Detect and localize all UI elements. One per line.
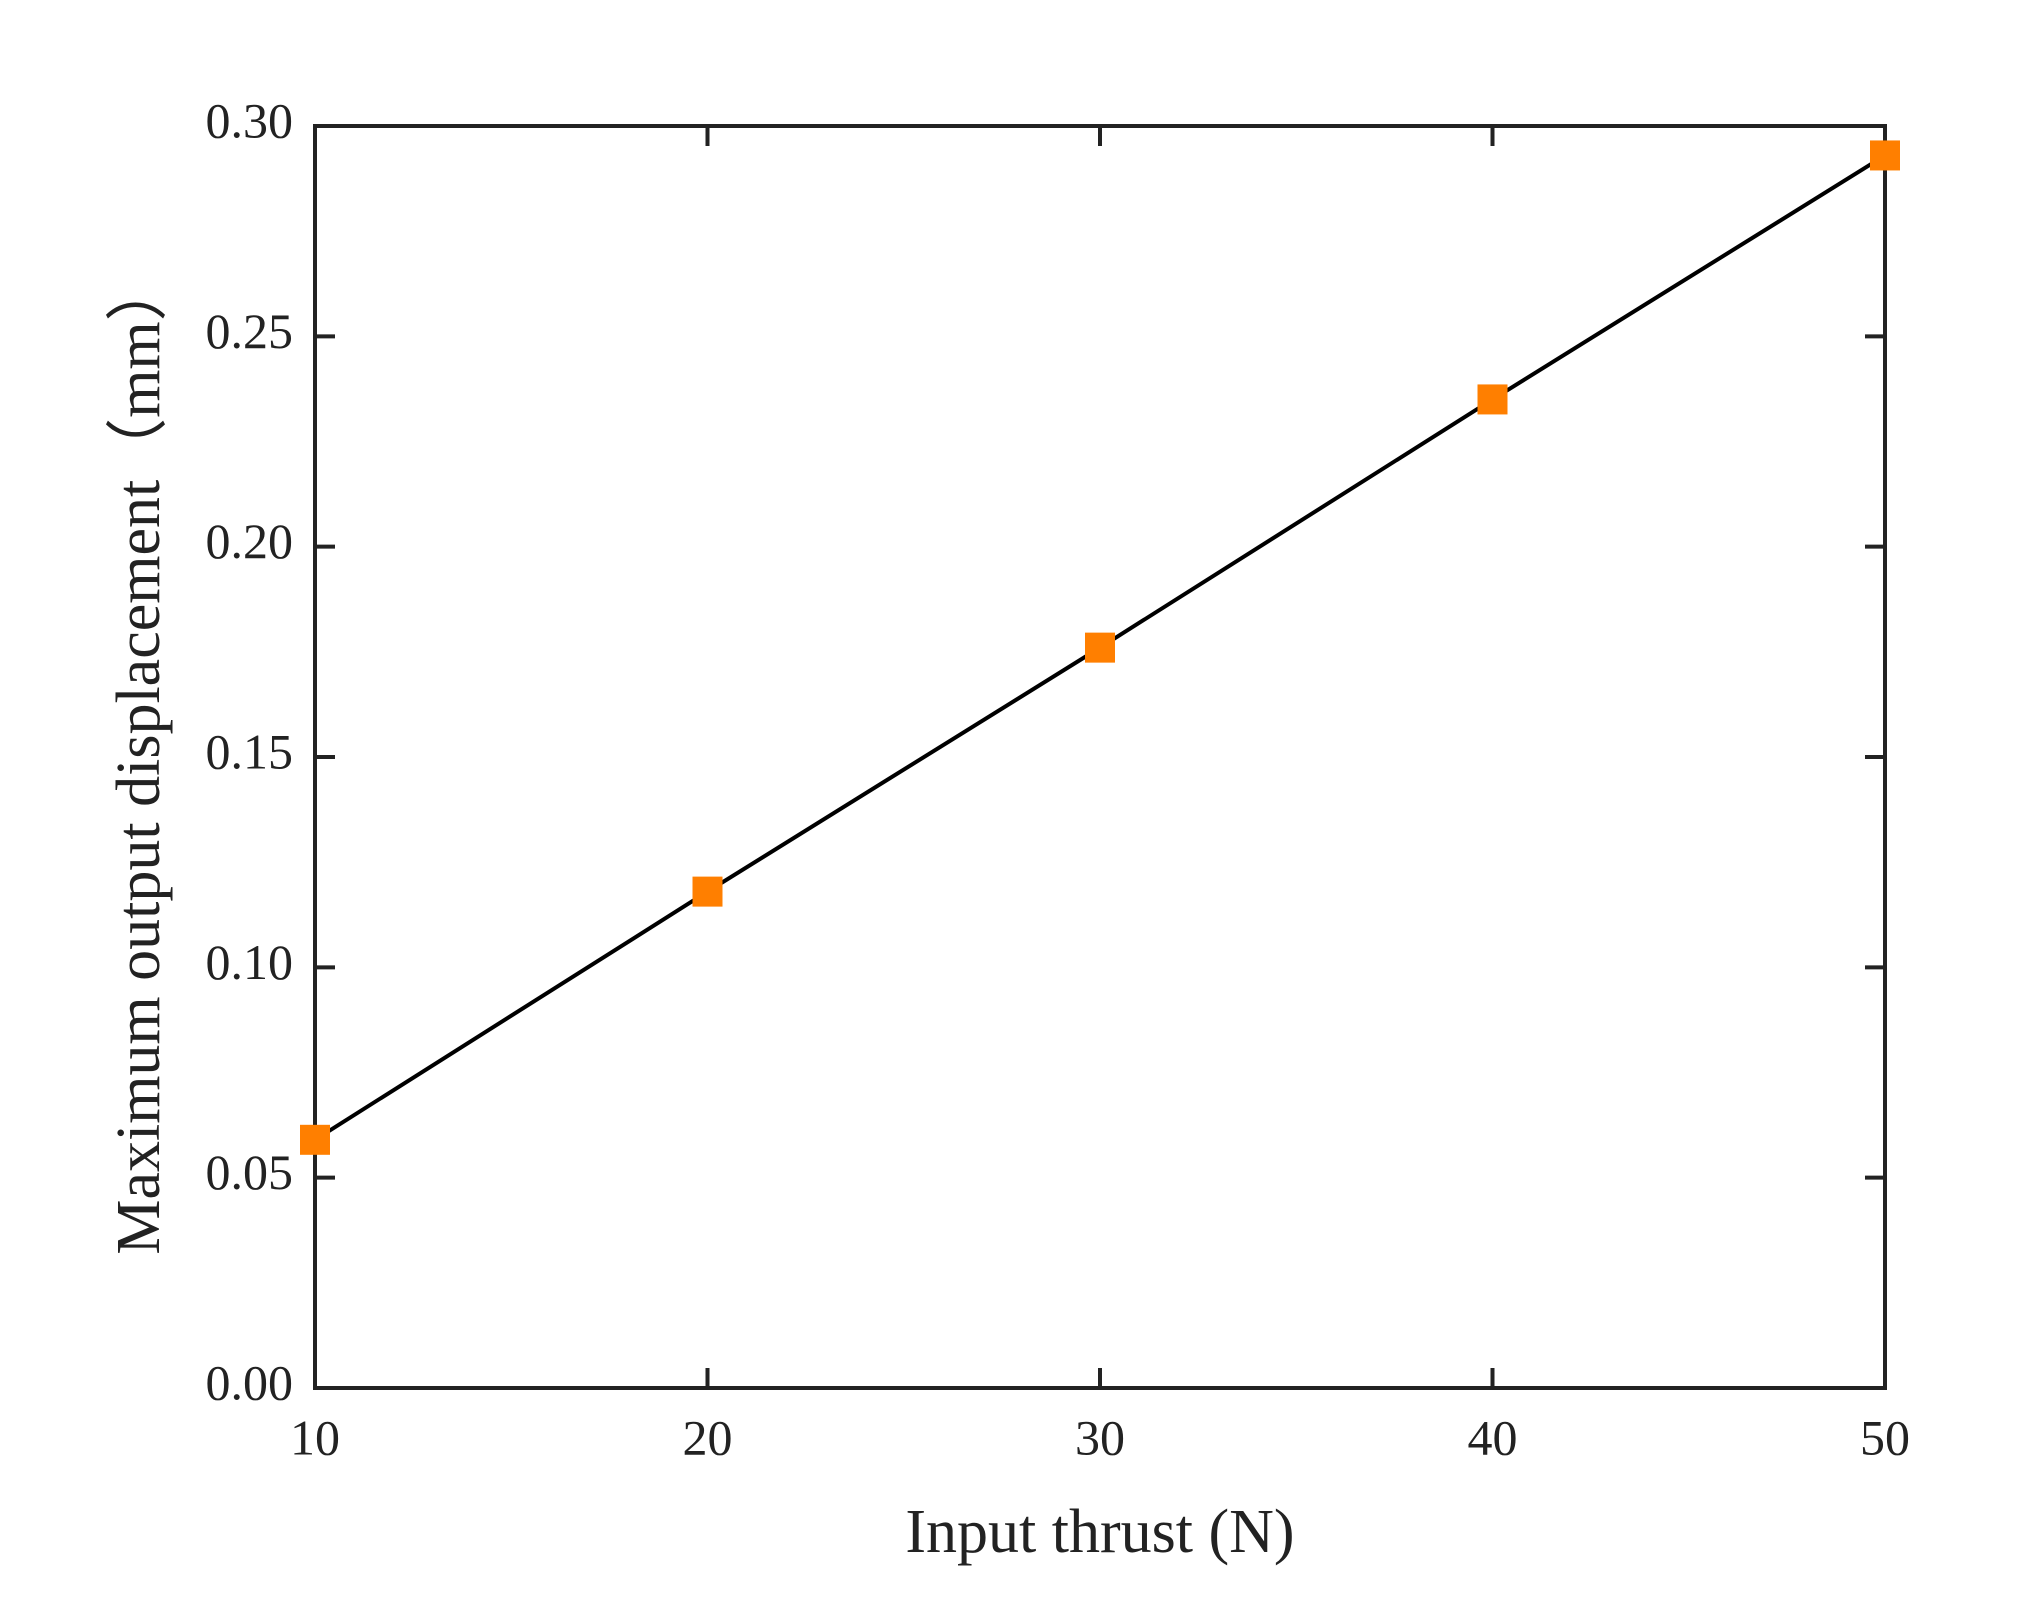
x-tick-label: 20 [683, 1409, 733, 1465]
y-tick-label: 0.20 [206, 513, 294, 569]
x-tick-label: 10 [290, 1409, 340, 1465]
marker [1870, 140, 1900, 171]
plot-frame [313, 124, 1887, 1390]
x-axis-label: Input thrust (N) [905, 1498, 1294, 1566]
x-tick-label: 50 [1860, 1409, 1910, 1465]
marker [1085, 632, 1115, 663]
marker [300, 1124, 330, 1155]
marker [692, 876, 723, 907]
x-tick-label: 40 [1468, 1409, 1518, 1465]
y-tick-label: 0.25 [206, 303, 294, 359]
y-tick-label: 0.05 [206, 1144, 294, 1200]
x-tick-label: 30 [1075, 1409, 1125, 1465]
y-tick-label: 0.10 [206, 934, 294, 990]
y-tick-label: 0.30 [206, 92, 294, 148]
y-tick-label: 0.15 [206, 723, 294, 779]
y-tick-label: 0.00 [206, 1354, 294, 1410]
y-axis-label: Maximum output displacement（mm） [105, 259, 173, 1254]
marker [1477, 384, 1508, 415]
